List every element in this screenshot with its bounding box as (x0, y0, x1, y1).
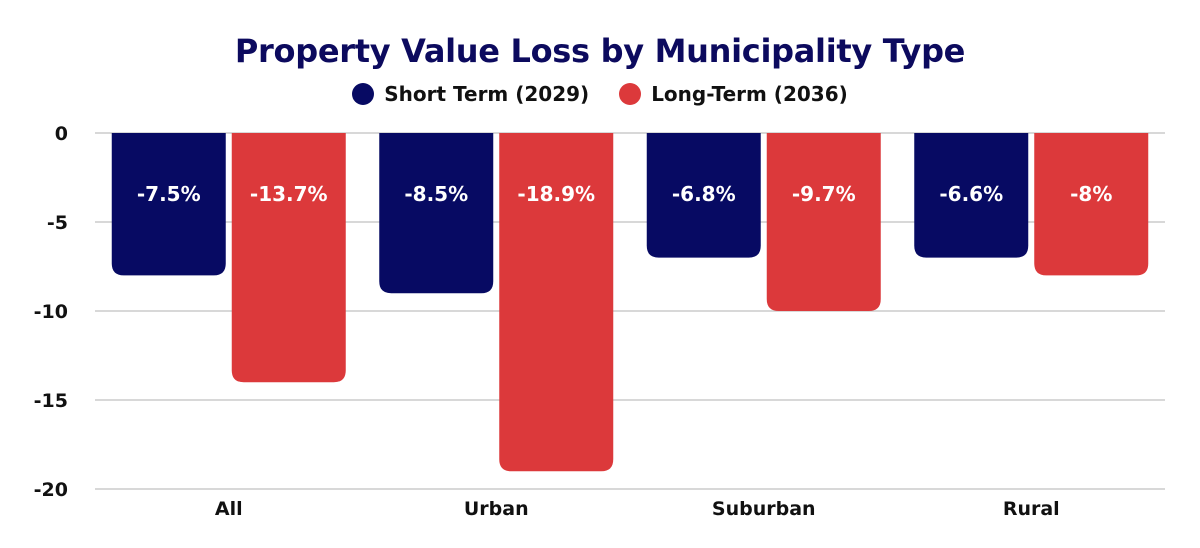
y-tick-label: -5 (47, 212, 68, 234)
x-category-label: Suburban (712, 498, 816, 520)
bar-short-term-urban (379, 133, 494, 294)
x-category-label: Rural (1003, 498, 1060, 520)
data-label-short-term-all: -7.5% (137, 182, 201, 206)
y-tick-label: -15 (34, 390, 68, 412)
bar-long-term-rural (1034, 133, 1149, 276)
data-label-long-term-urban: -18.9% (517, 182, 595, 206)
legend: Short Term (2029) Long-Term (2036) (0, 82, 1200, 106)
legend-swatch-long-term (619, 83, 642, 105)
legend-item-long-term: Long-Term (2036) (619, 82, 848, 106)
bar-short-term-rural (914, 133, 1029, 258)
legend-label-short-term: Short Term (2029) (384, 82, 590, 106)
y-tick-label: 0 (55, 123, 68, 145)
x-category-label: Urban (464, 498, 529, 520)
x-category-label: All (215, 498, 243, 520)
bar-long-term-suburban (766, 133, 881, 311)
bar-long-term-urban (499, 133, 614, 472)
data-label-short-term-suburban: -6.8% (672, 182, 736, 206)
bar-long-term-all (231, 133, 346, 383)
legend-label-long-term: Long-Term (2036) (651, 82, 848, 106)
data-label-long-term-suburban: -9.7% (792, 182, 856, 206)
y-tick-label: -10 (34, 301, 68, 323)
data-label-long-term-rural: -8% (1070, 182, 1112, 206)
data-label-short-term-rural: -6.6% (939, 182, 1003, 206)
legend-swatch-short-term (352, 83, 375, 105)
data-label-long-term-all: -13.7% (250, 182, 328, 206)
data-label-short-term-urban: -8.5% (404, 182, 468, 206)
legend-item-short-term: Short Term (2029) (352, 82, 589, 106)
bar-short-term-all (111, 133, 226, 276)
chart-title: Property Value Loss by Municipality Type (234, 32, 966, 70)
y-tick-label: -20 (34, 479, 68, 501)
bar-short-term-suburban (646, 133, 761, 258)
